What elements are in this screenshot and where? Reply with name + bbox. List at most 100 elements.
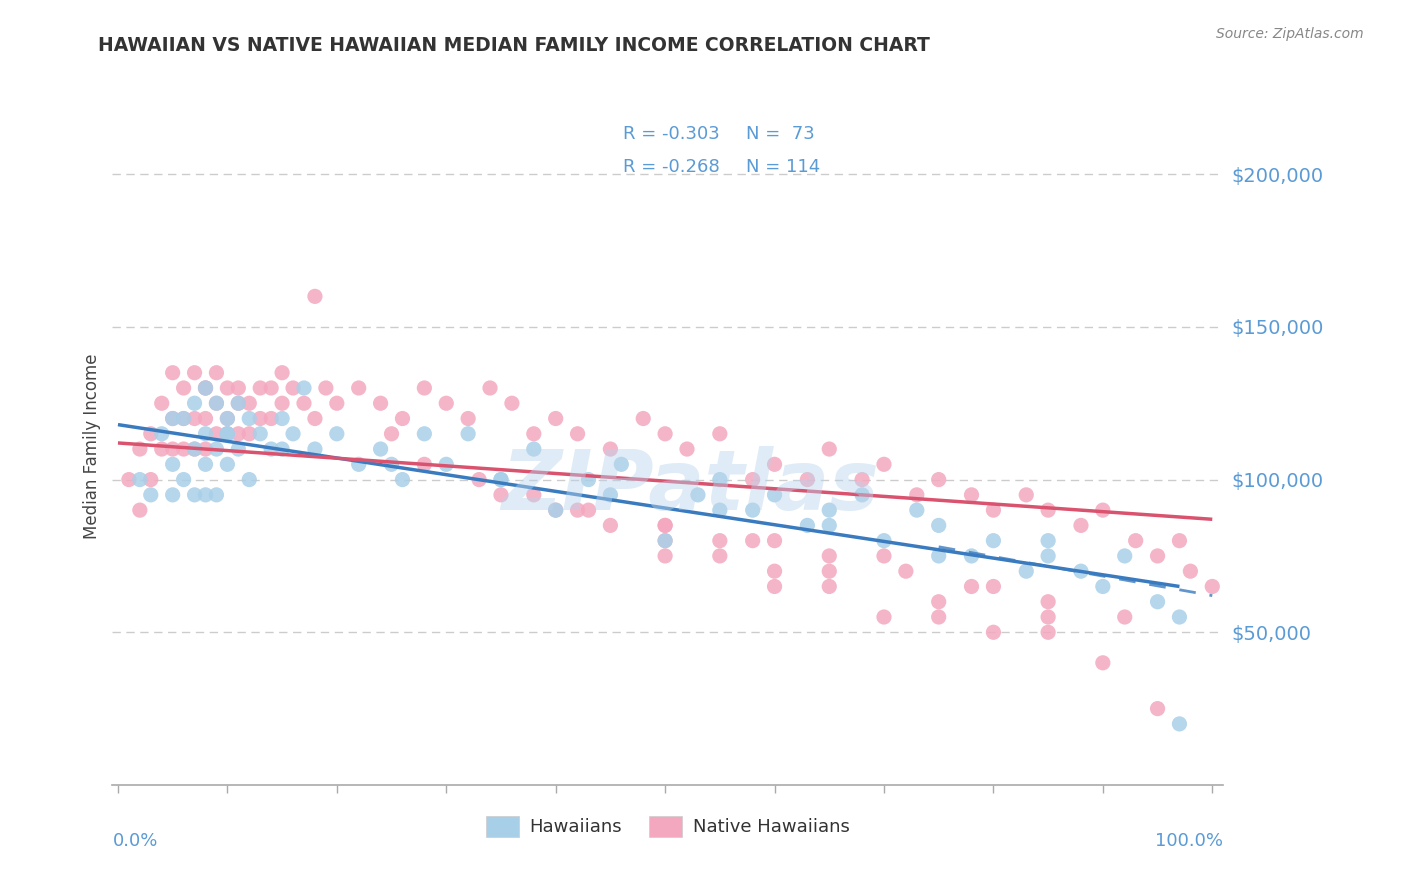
Point: [686, 488, 709, 502]
Point: [194, 442, 217, 456]
Point: [194, 411, 217, 425]
Point: [434, 458, 457, 472]
Point: [1146, 701, 1168, 715]
Point: [818, 579, 841, 593]
Point: [457, 411, 479, 425]
Point: [391, 473, 413, 487]
Point: [194, 488, 217, 502]
Point: [763, 564, 786, 578]
Point: [260, 411, 283, 425]
Point: [1036, 610, 1059, 624]
Point: [128, 442, 150, 456]
Point: [173, 473, 195, 487]
Point: [960, 579, 983, 593]
Text: R = -0.268: R = -0.268: [623, 158, 720, 176]
Point: [162, 411, 184, 425]
Point: [567, 426, 589, 441]
Point: [1091, 579, 1114, 593]
Point: [1114, 610, 1136, 624]
Point: [654, 549, 676, 563]
Point: [304, 442, 326, 456]
Point: [228, 381, 250, 395]
Point: [150, 426, 173, 441]
Point: [610, 458, 633, 472]
Point: [1070, 518, 1092, 533]
Point: [741, 503, 763, 517]
Point: [1015, 564, 1038, 578]
Point: [523, 488, 546, 502]
Point: [281, 426, 304, 441]
Point: [173, 411, 195, 425]
Point: [183, 488, 205, 502]
Point: [217, 381, 239, 395]
Point: [139, 473, 162, 487]
Point: [1036, 595, 1059, 609]
Point: [217, 426, 239, 441]
Point: [118, 473, 141, 487]
Point: [1180, 564, 1202, 578]
Point: [413, 426, 436, 441]
Point: [205, 396, 228, 410]
Point: [796, 473, 818, 487]
Point: [709, 426, 731, 441]
Point: [960, 549, 983, 563]
Point: [763, 488, 786, 502]
Point: [205, 396, 228, 410]
Point: [249, 426, 271, 441]
Point: [523, 442, 546, 456]
Point: [249, 411, 271, 425]
Point: [228, 396, 250, 410]
Point: [763, 533, 786, 548]
Point: [763, 579, 786, 593]
Point: [544, 503, 567, 517]
Point: [292, 396, 315, 410]
Point: [326, 426, 349, 441]
Point: [709, 503, 731, 517]
Point: [217, 458, 239, 472]
Point: [271, 411, 294, 425]
Text: R = -0.303: R = -0.303: [623, 125, 720, 143]
Point: [1091, 503, 1114, 517]
Point: [183, 396, 205, 410]
Point: [631, 411, 654, 425]
Point: [928, 518, 950, 533]
Point: [1201, 579, 1223, 593]
Point: [292, 381, 315, 395]
Point: [315, 381, 337, 395]
Point: [238, 473, 260, 487]
Point: [238, 426, 260, 441]
Point: [205, 366, 228, 380]
Point: [523, 426, 546, 441]
Point: [183, 442, 205, 456]
Point: [654, 533, 676, 548]
Text: ZIPatlas: ZIPatlas: [501, 446, 879, 527]
Point: [162, 488, 184, 502]
Point: [139, 488, 162, 502]
Point: [194, 426, 217, 441]
Point: [217, 411, 239, 425]
Point: [709, 549, 731, 563]
Point: [150, 442, 173, 456]
Point: [347, 458, 370, 472]
Point: [928, 610, 950, 624]
Point: [173, 411, 195, 425]
Text: 0.0%: 0.0%: [112, 832, 157, 850]
Point: [468, 473, 491, 487]
Point: [183, 366, 205, 380]
Point: [489, 473, 512, 487]
Point: [162, 366, 184, 380]
Point: [654, 426, 676, 441]
Point: [578, 503, 600, 517]
Point: [205, 488, 228, 502]
Point: [228, 442, 250, 456]
Point: [217, 426, 239, 441]
Point: [1125, 533, 1147, 548]
Point: [818, 564, 841, 578]
Point: [818, 518, 841, 533]
Point: [894, 564, 917, 578]
Point: [1036, 503, 1059, 517]
Point: [928, 549, 950, 563]
Point: [194, 381, 217, 395]
Point: [960, 488, 983, 502]
Point: [905, 503, 928, 517]
